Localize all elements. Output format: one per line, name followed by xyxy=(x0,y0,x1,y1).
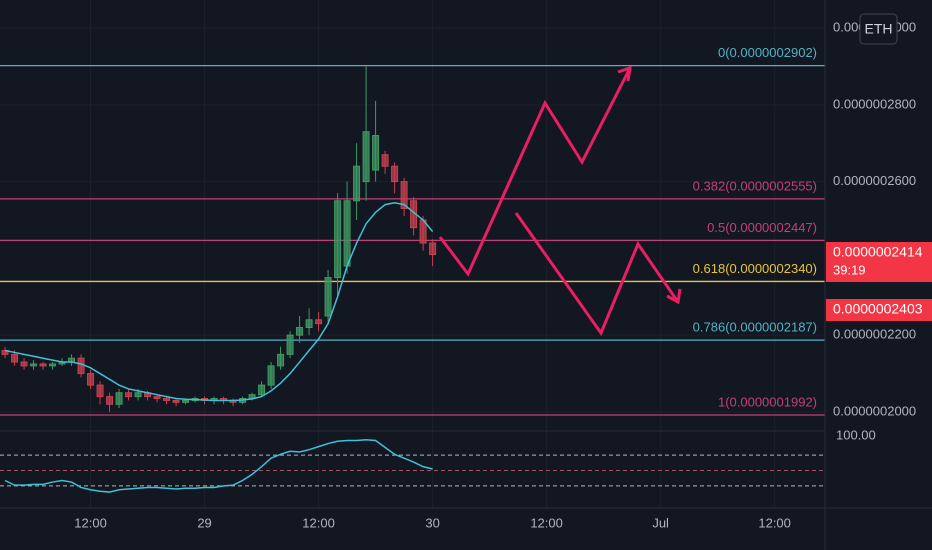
y-tick-label: 0.0000002000 xyxy=(833,403,916,418)
x-tick-label: Jul xyxy=(652,515,669,530)
candle-body xyxy=(172,399,180,403)
candle-body xyxy=(258,384,266,396)
arrowhead xyxy=(666,288,682,305)
candle-body xyxy=(115,392,123,405)
candle-body xyxy=(77,357,85,375)
candle-body xyxy=(125,392,133,398)
zigzag-down xyxy=(514,212,680,337)
y-tick-label: 0.0000002200 xyxy=(833,327,916,342)
fib-label: 0.618(0.0000002340) xyxy=(693,261,817,276)
x-tick-label: 12:00 xyxy=(530,515,563,530)
x-tick-label: 12:00 xyxy=(302,515,335,530)
zigzag-up xyxy=(438,67,632,277)
candle-body xyxy=(400,181,408,209)
candle-body xyxy=(49,363,57,367)
arrowhead xyxy=(617,65,632,82)
fib-label: 0(0.0000002902) xyxy=(718,45,817,60)
candle-body xyxy=(87,373,95,386)
grid xyxy=(0,0,825,508)
candle-body xyxy=(334,200,342,279)
candle-body xyxy=(96,384,104,398)
candle-body xyxy=(267,365,275,386)
candle-body xyxy=(11,353,19,363)
drawing-arrows xyxy=(438,65,682,337)
candle-body xyxy=(153,396,161,400)
candle-body xyxy=(20,361,28,367)
candle-body xyxy=(324,277,332,317)
fib-label: 0.382(0.0000002555) xyxy=(693,178,817,193)
candle-body xyxy=(353,165,361,202)
price-tag-label: 0.0000002414 xyxy=(833,244,923,260)
indicator-line xyxy=(4,438,433,493)
candle-body xyxy=(134,392,142,398)
indicator-tick-label: 100.00 xyxy=(836,427,876,442)
ma-line xyxy=(4,201,434,402)
symbol-label: ETH xyxy=(865,21,893,37)
candle-body xyxy=(39,363,47,367)
candle-body xyxy=(286,334,294,355)
candle-body xyxy=(305,319,313,328)
candle-body xyxy=(391,165,399,183)
price-tag-countdown: 39:19 xyxy=(833,262,866,277)
fib-label: 0.786(0.0000002187) xyxy=(693,320,817,335)
candle-body xyxy=(296,326,304,336)
candle-body xyxy=(30,363,38,367)
price-tag-label: 0.0000002403 xyxy=(833,301,923,317)
y-tick-label: 0.0000002600 xyxy=(833,173,916,188)
candle-body xyxy=(429,242,437,256)
candle-body xyxy=(277,353,285,367)
candle-body xyxy=(381,154,389,167)
plot-area: 0(0.0000002902) 0.382(0.0000002555) 0.5(0.… xyxy=(0,45,825,493)
candle-body xyxy=(362,131,370,183)
fib-label: 0.5(0.0000002447) xyxy=(707,220,817,235)
price-tag xyxy=(826,299,932,322)
candle-body xyxy=(106,396,114,405)
candle-body xyxy=(343,200,351,267)
candle-body xyxy=(163,398,171,401)
fib-label: 1(0.0000001992) xyxy=(718,394,817,409)
price-tag xyxy=(826,242,932,283)
candle-body xyxy=(372,135,380,171)
x-tick-label: 12:00 xyxy=(74,515,107,530)
candle-body xyxy=(182,399,190,403)
candle-body xyxy=(315,319,323,325)
y-tick-label: 0.0000002800 xyxy=(833,96,916,111)
x-tick-label: 12:00 xyxy=(758,515,791,530)
symbol-badge[interactable] xyxy=(859,13,898,45)
x-tick-label: 30 xyxy=(425,515,439,530)
x-tick-label: 29 xyxy=(197,515,211,530)
